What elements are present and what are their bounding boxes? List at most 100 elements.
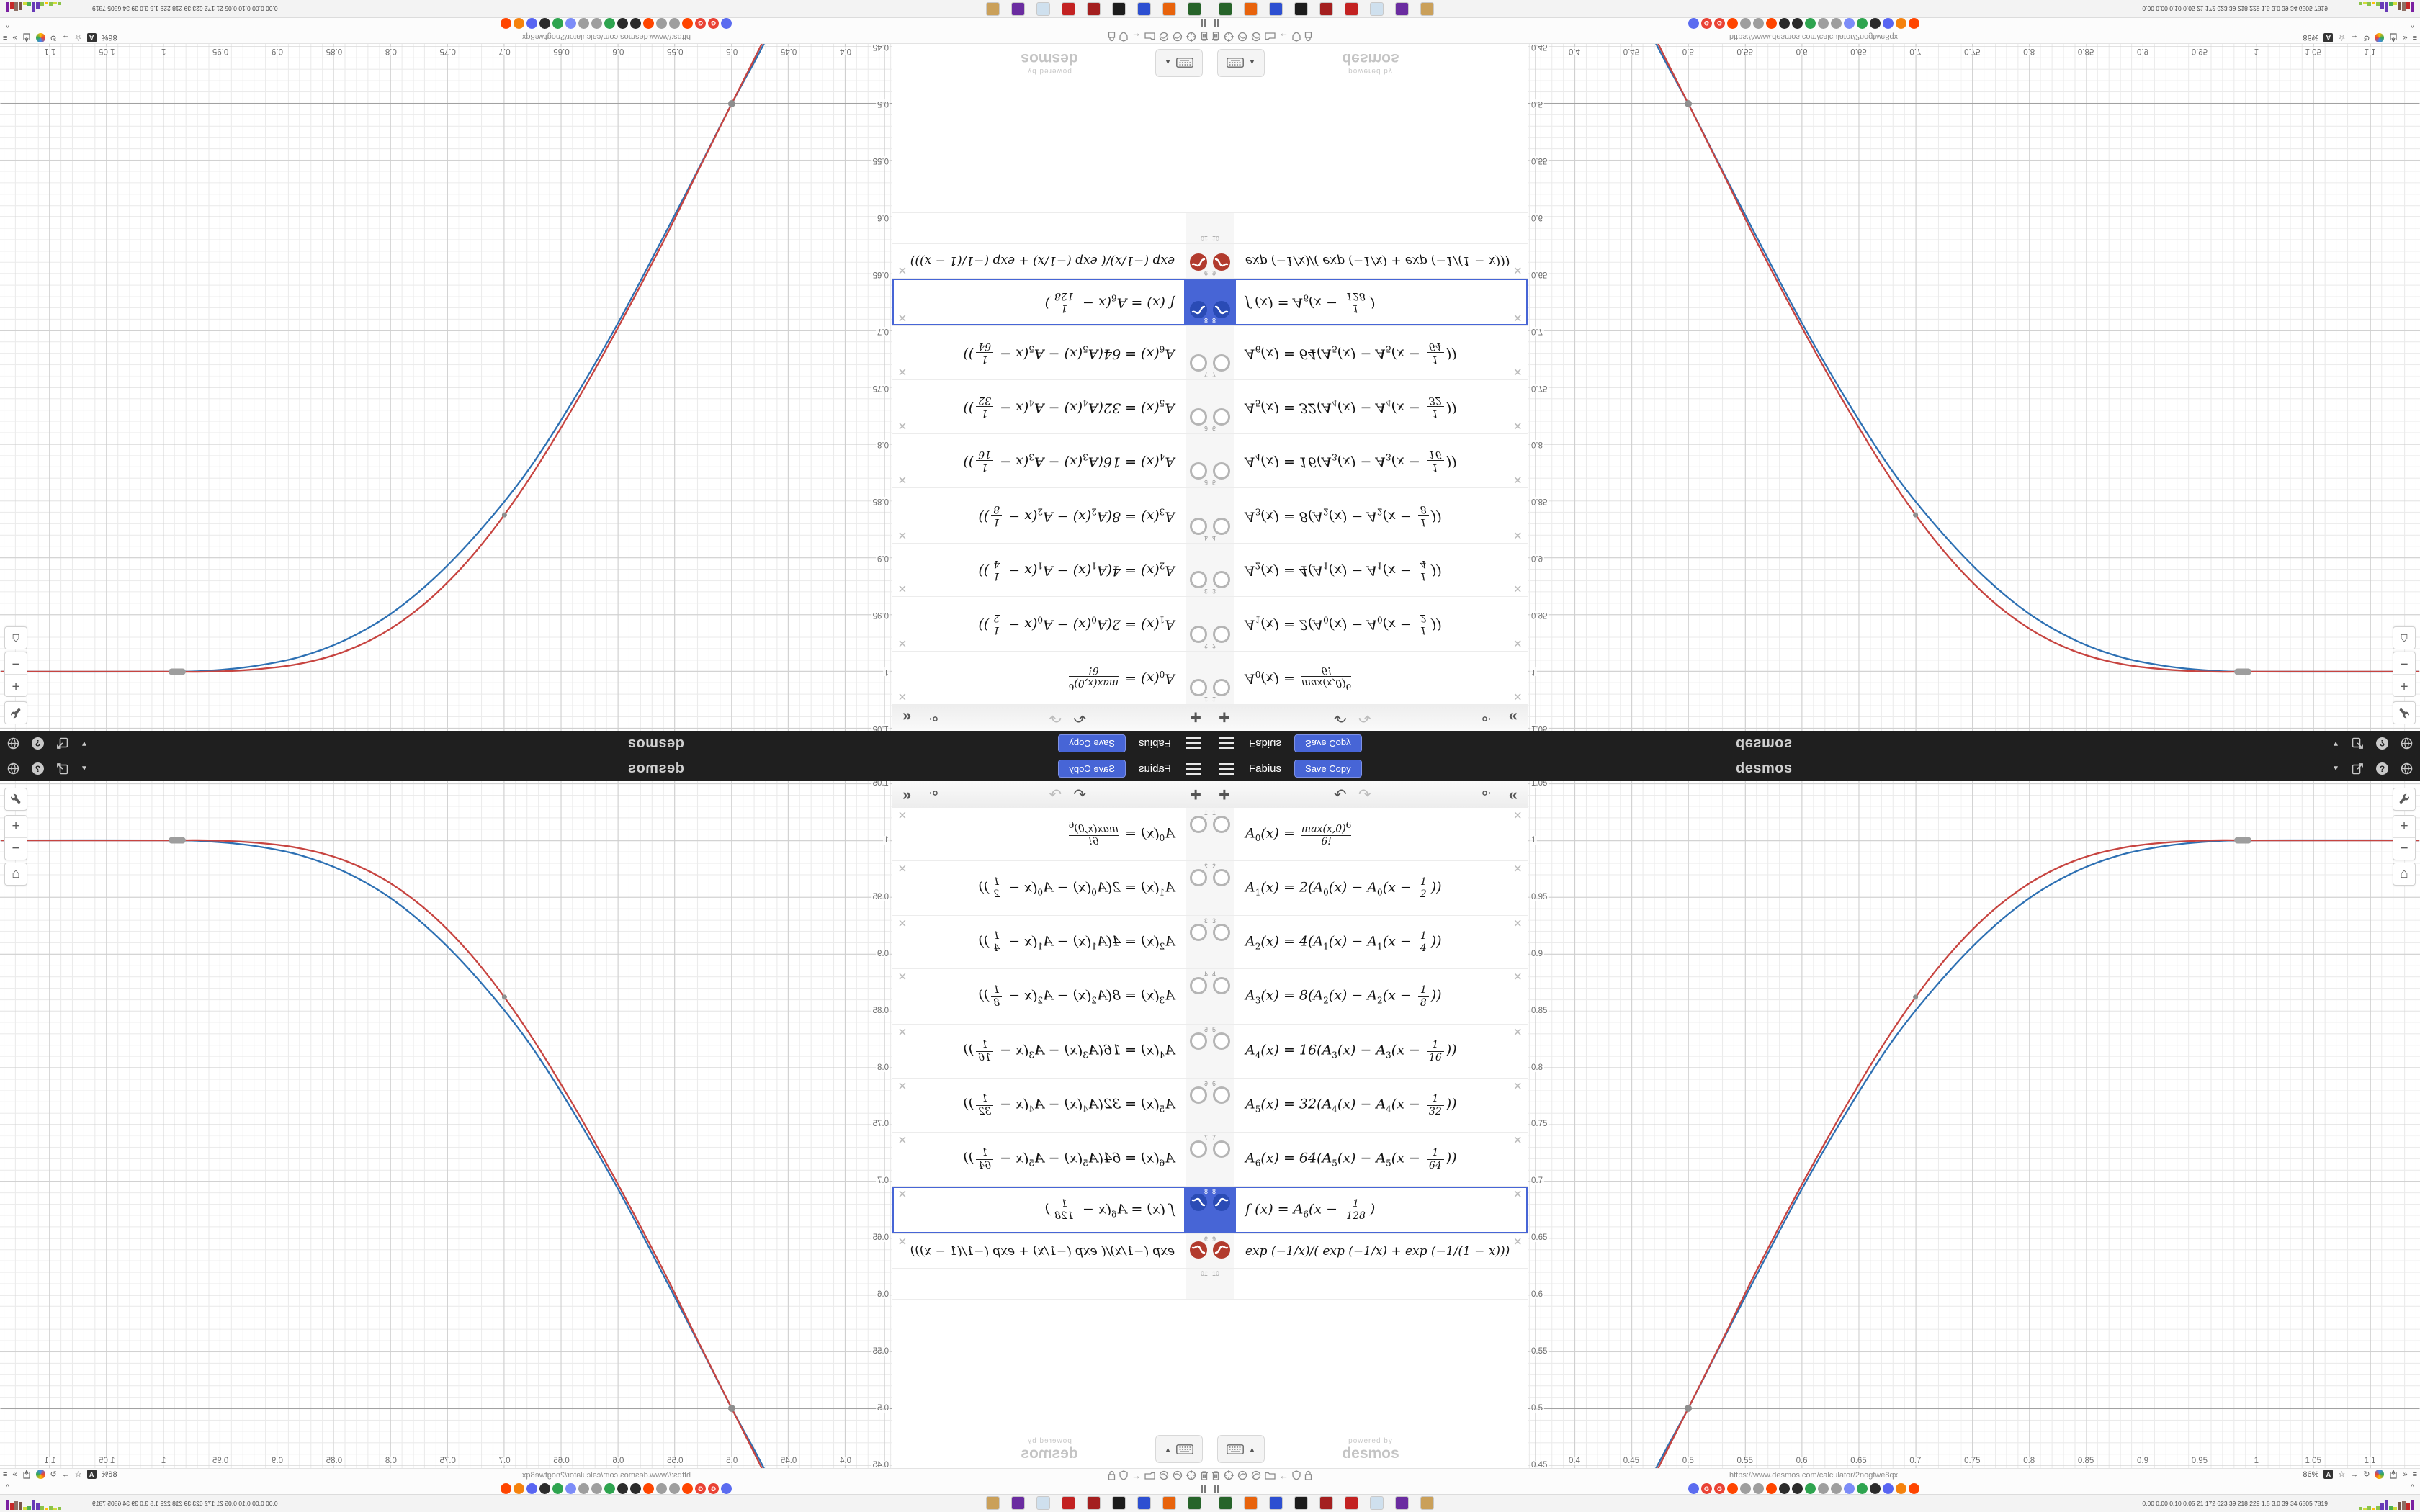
expression-content[interactable]: A5(x) = 32(A4(x) − A4(x − 1 32)) × [1234, 1079, 1528, 1133]
expression-row[interactable]: 2 A1(x) = 2(A0(x) − A0(x − 1 2)) × [892, 861, 1210, 916]
expression-row[interactable]: 7 A6(x) = 64(A5(x) − A5(x − 1 64)) × [892, 1133, 1210, 1187]
refresh-icon[interactable]: ↻ [50, 1470, 57, 1479]
blue-wave-icon[interactable] [1212, 297, 1231, 319]
target-icon[interactable] [1224, 32, 1234, 42]
expression-gutter[interactable]: 2 [1210, 861, 1234, 916]
expression-content[interactable]: f (x) = A6(x − 1 128) × [892, 1187, 1186, 1234]
undo-icon[interactable]: ↶ [1334, 709, 1347, 726]
extension-icon[interactable] [539, 18, 550, 29]
delete-expression-icon[interactable]: × [898, 418, 907, 433]
delete-expression-icon[interactable]: × [1513, 808, 1522, 824]
floppy-64-icon[interactable] [1137, 2, 1151, 16]
red-wave-icon[interactable] [1212, 1241, 1231, 1263]
extension-icon[interactable] [1766, 1483, 1777, 1494]
extension-icon[interactable] [630, 1483, 641, 1494]
red-wave-icon[interactable] [1189, 1241, 1208, 1263]
sphere-icon[interactable] [2375, 33, 2385, 42]
extension-icon[interactable] [1753, 18, 1764, 29]
purple-app-icon[interactable] [1395, 2, 1409, 16]
expression-row[interactable]: 7 A6(x) = 64(A5(x) − A5(x − 1 64)) × [892, 325, 1210, 379]
palette-icon[interactable] [986, 1496, 1000, 1510]
expression-gutter[interactable]: 9 [1210, 243, 1234, 278]
undo-icon[interactable]: ↶ [1334, 786, 1347, 803]
expression-gutter[interactable]: 4 [1186, 487, 1210, 543]
pause-icon[interactable] [1201, 19, 1206, 27]
delete-expression-icon[interactable]: × [1513, 1133, 1522, 1148]
blue-wave-icon[interactable] [1212, 1193, 1231, 1215]
extension-icon[interactable]: G [1714, 1483, 1725, 1494]
caret-down-icon[interactable]: ▼ [81, 765, 88, 773]
folder-icon[interactable] [1265, 1471, 1276, 1480]
expression-row[interactable]: 10 [1210, 1269, 1528, 1300]
extension-icon[interactable] [1779, 18, 1790, 29]
hidden-curve-toggle-icon[interactable] [1213, 1032, 1230, 1050]
hidden-curve-toggle-icon[interactable] [1190, 1086, 1207, 1104]
expression-row[interactable]: 9 exp (−1/x)/( exp (−1/x) + exp (−1/(1 − … [1210, 243, 1528, 278]
expression-row[interactable]: 8 f (x) = A6(x − 1 128) × [892, 1187, 1210, 1234]
zoom-in-button[interactable]: + [12, 819, 20, 834]
target-icon[interactable] [1186, 1470, 1196, 1480]
floppy-64-icon[interactable] [1137, 1496, 1151, 1510]
extension-icon[interactable] [501, 18, 511, 29]
more-chevrons-icon[interactable]: » [2403, 1470, 2408, 1479]
refresh-icon[interactable]: ↻ [50, 33, 57, 42]
expression-content[interactable]: A6(x) = 64(A5(x) − A5(x − 1 64)) × [892, 1133, 1186, 1187]
expression-content[interactable]: exp (−1/x)/( exp (−1/x) + exp (−1/(1 − x… [1234, 1234, 1528, 1269]
red-gear-icon[interactable] [1062, 2, 1075, 16]
extension-icon[interactable] [578, 1483, 589, 1494]
expression-content[interactable]: A5(x) = 32(A4(x) − A4(x − 1 32)) × [892, 1079, 1186, 1133]
sphere-icon[interactable] [2375, 1470, 2385, 1479]
translate-icon[interactable]: A [2323, 1470, 2334, 1479]
expression-gutter[interactable]: 10 [1210, 212, 1234, 243]
expression-row[interactable]: 10 [1210, 212, 1528, 243]
graph-settings-button[interactable] [4, 701, 27, 724]
red-badge-icon[interactable] [1087, 2, 1101, 16]
terminal-icon[interactable] [1219, 1496, 1232, 1510]
profile-icon[interactable] [1173, 32, 1183, 42]
default-viewport-button[interactable]: ⌂ [4, 863, 27, 886]
extension-icon[interactable] [669, 18, 680, 29]
delete-expression-icon[interactable]: × [1513, 527, 1522, 543]
share-icon[interactable] [2352, 762, 2364, 775]
expression-content[interactable]: A2(x) = 4(A1(x) − A1(x − 1 4)) × [892, 543, 1186, 596]
translate-icon[interactable]: A [2323, 33, 2334, 42]
hidden-curve-toggle-icon[interactable] [1213, 408, 1230, 426]
page-zoom-level[interactable]: 86% [101, 1470, 117, 1479]
delete-expression-icon[interactable]: × [898, 861, 907, 877]
expression-content[interactable]: A0(x) = max(x,0)6 6! × [1234, 651, 1528, 704]
delete-expression-icon[interactable]: × [1513, 635, 1522, 651]
lock-icon[interactable] [1304, 1470, 1312, 1480]
share-icon[interactable] [56, 762, 68, 775]
extension-icon[interactable] [514, 18, 524, 29]
extension-icon[interactable] [1844, 18, 1855, 29]
redo-icon[interactable]: ↷ [1049, 786, 1062, 803]
expression-content[interactable] [892, 1269, 1186, 1300]
extension-icon[interactable] [565, 1483, 576, 1494]
star-icon[interactable]: ☆ [74, 1470, 82, 1479]
extension-icon[interactable]: G [1714, 18, 1725, 29]
expression-content[interactable]: A2(x) = 4(A1(x) − A1(x − 1 4)) × [1234, 543, 1528, 596]
hidden-curve-toggle-icon[interactable] [1213, 816, 1230, 833]
extension-icon[interactable] [682, 18, 693, 29]
extension-icon[interactable] [721, 18, 732, 29]
extension-icon[interactable] [1883, 18, 1894, 29]
expression-gutter[interactable]: 2 [1186, 596, 1210, 651]
expression-gutter[interactable]: 5 [1186, 433, 1210, 487]
delete-expression-icon[interactable]: × [898, 580, 907, 596]
caret-down-icon[interactable]: ▼ [81, 739, 88, 747]
collapse-panel-icon[interactable]: « [1508, 785, 1518, 804]
graph-paper[interactable]: 0.4 0.45 0.5 0.55 0.6 0.65 0.7 0.75 0.8 0.85 0.9 0.… [0, 781, 892, 1469]
extension-icon[interactable]: G [1701, 18, 1712, 29]
profile-icon[interactable] [1173, 1470, 1183, 1480]
graph-paper[interactable]: 0.4 0.45 0.5 0.55 0.6 0.65 0.7 0.75 0.8 0.85 0.9 0.… [0, 43, 892, 731]
delete-expression-icon[interactable]: × [1513, 580, 1522, 596]
expression-gutter[interactable]: 10 [1210, 1269, 1234, 1300]
extension-icon[interactable] [591, 1483, 602, 1494]
expression-gutter[interactable]: 3 [1186, 543, 1210, 596]
zoom-out-button[interactable]: − [12, 656, 20, 671]
expression-content[interactable]: A1(x) = 2(A0(x) − A0(x − 1 2)) × [892, 596, 1186, 651]
extension-icon[interactable] [1688, 18, 1699, 29]
back-arrow-icon[interactable]: ← [1131, 31, 1141, 42]
menu-icon[interactable]: ≡ [2412, 1470, 2417, 1479]
target-icon[interactable] [1186, 32, 1196, 42]
